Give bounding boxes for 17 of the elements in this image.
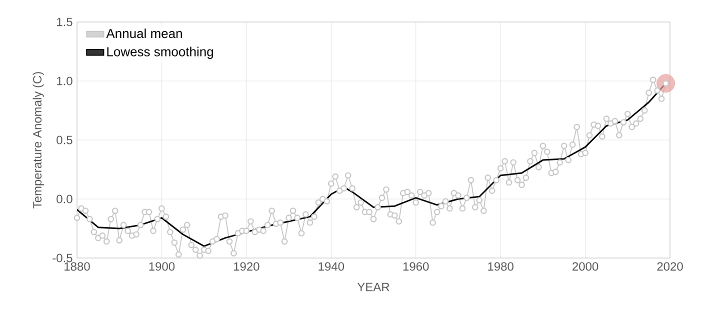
y-tick-label: 0.0 (56, 194, 72, 204)
x-tick-label: 2000 (572, 262, 598, 271)
x-tick-label: 1940 (318, 262, 344, 271)
x-tick-label: 1960 (403, 262, 429, 271)
legend-label: Lowess smoothing (107, 46, 214, 59)
x-tick-label: 1880 (64, 262, 90, 271)
x-tick-label: 1920 (234, 262, 260, 271)
legend-label: Annual mean (106, 28, 182, 38)
x-tick-label: 1900 (149, 262, 175, 271)
y-tick-label: 1.5 (57, 18, 72, 26)
x-axis-title: YEAR (357, 282, 390, 292)
x-tick-label: 2020 (657, 262, 683, 271)
y-tick-label: -0.5 (52, 254, 72, 262)
y-tick-label: 1.0 (57, 76, 72, 86)
y-tick-label: 0.5 (56, 136, 72, 144)
x-tick-label: 1980 (488, 262, 514, 271)
y-axis-title: Temperature Anomaly (C) (32, 72, 44, 208)
